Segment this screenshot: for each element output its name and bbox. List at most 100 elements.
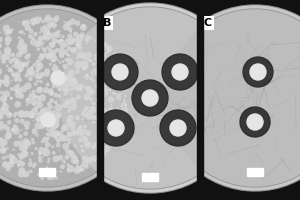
Point — [29, 95, 34, 98]
Point — [11, 73, 16, 77]
Point — [95, 142, 100, 145]
Point — [0, 114, 3, 118]
Point — [73, 160, 77, 163]
Point — [17, 78, 22, 82]
Point — [85, 37, 89, 40]
Point — [85, 58, 90, 61]
Point — [49, 99, 54, 102]
Point — [58, 69, 62, 72]
Point — [61, 160, 66, 163]
Point — [100, 127, 104, 130]
Point — [15, 103, 20, 106]
Point — [109, 70, 114, 73]
Point — [56, 106, 61, 109]
Point — [21, 63, 26, 66]
Point — [104, 138, 109, 141]
Point — [1, 109, 6, 113]
Point — [68, 28, 73, 31]
Point — [111, 111, 116, 115]
Point — [25, 21, 30, 24]
Point — [42, 171, 47, 174]
Point — [28, 113, 33, 116]
Point — [17, 64, 22, 67]
Point — [5, 84, 10, 87]
Point — [123, 109, 128, 112]
Point — [35, 134, 40, 137]
Point — [91, 79, 96, 82]
Point — [8, 68, 12, 71]
Point — [31, 141, 36, 144]
Point — [57, 149, 62, 152]
Point — [123, 116, 128, 119]
Point — [24, 151, 29, 155]
Point — [59, 54, 64, 57]
Point — [110, 126, 114, 130]
Point — [63, 77, 68, 80]
Point — [75, 116, 80, 119]
Point — [66, 163, 70, 166]
Point — [36, 61, 40, 64]
Point — [98, 76, 103, 79]
Point — [37, 88, 42, 92]
Point — [0, 44, 1, 47]
Circle shape — [170, 120, 186, 136]
Point — [48, 105, 52, 108]
Point — [97, 71, 102, 74]
Point — [92, 159, 97, 162]
Point — [64, 89, 69, 93]
Point — [14, 87, 19, 90]
Point — [26, 60, 31, 64]
Point — [32, 128, 36, 131]
Point — [40, 96, 45, 99]
Point — [69, 41, 74, 44]
Point — [60, 35, 65, 38]
Point — [102, 152, 107, 155]
Point — [84, 137, 89, 140]
Point — [56, 34, 60, 37]
Point — [28, 163, 33, 166]
Point — [69, 50, 74, 53]
Point — [107, 88, 112, 92]
Point — [90, 102, 95, 105]
Point — [0, 79, 4, 82]
Point — [51, 151, 56, 154]
Point — [85, 108, 90, 111]
Point — [97, 114, 102, 117]
Point — [72, 105, 77, 108]
Point — [1, 60, 6, 63]
Point — [60, 136, 64, 139]
Point — [10, 128, 14, 131]
Point — [5, 64, 10, 68]
Point — [24, 112, 29, 115]
Point — [80, 145, 84, 148]
Point — [76, 87, 80, 90]
Point — [46, 31, 51, 35]
Point — [85, 36, 90, 40]
Point — [48, 109, 52, 112]
Point — [46, 137, 51, 140]
Point — [33, 82, 38, 86]
Point — [122, 99, 127, 102]
Point — [17, 31, 22, 34]
Point — [26, 84, 30, 88]
Point — [28, 77, 33, 80]
Point — [119, 115, 124, 118]
Point — [38, 37, 43, 40]
Point — [87, 115, 92, 119]
Circle shape — [102, 54, 138, 90]
Point — [63, 65, 68, 68]
Point — [50, 176, 55, 179]
Point — [35, 43, 40, 46]
Point — [42, 36, 47, 39]
Point — [104, 147, 109, 151]
Point — [15, 75, 20, 78]
Point — [110, 135, 115, 138]
Point — [0, 84, 1, 87]
Point — [81, 62, 86, 66]
Point — [82, 114, 87, 117]
Point — [65, 54, 70, 57]
Point — [4, 79, 9, 82]
Point — [0, 38, 2, 41]
Point — [48, 63, 52, 66]
Point — [55, 48, 59, 51]
